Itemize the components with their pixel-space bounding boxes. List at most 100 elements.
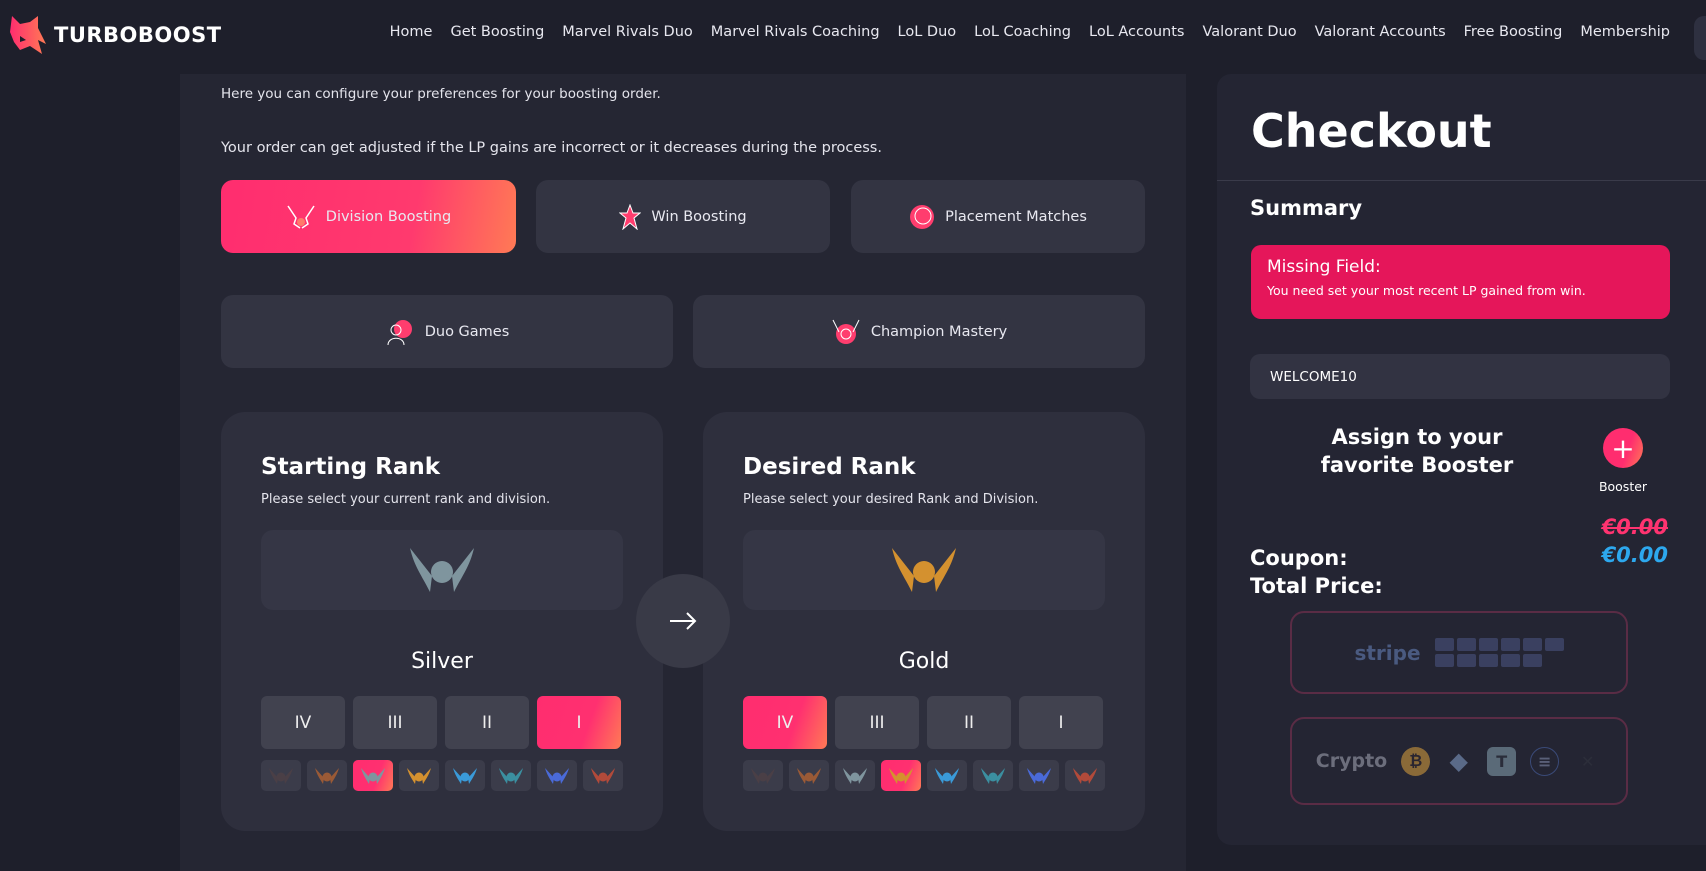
divider [1217, 180, 1706, 181]
eps-icon [1500, 638, 1520, 651]
tier-button[interactable] [1065, 760, 1105, 791]
brand-name: TURBOBOOST [54, 23, 222, 47]
tier-button[interactable] [789, 760, 829, 791]
service-division-boosting[interactable]: Division Boosting [221, 180, 516, 253]
tier-button[interactable] [973, 760, 1013, 791]
plus-icon: + [1611, 431, 1635, 465]
tier-emblem-icon [315, 767, 339, 784]
nav-free-boosting[interactable]: Free Boosting [1463, 24, 1563, 40]
tier-button[interactable] [835, 760, 875, 791]
service-label: Champion Mastery [870, 323, 1008, 340]
starting-rank-name: Silver [411, 649, 473, 674]
star-icon [619, 203, 642, 230]
service-placement-matches[interactable]: Placement Matches [851, 180, 1145, 253]
logo[interactable]: TURBOBOOST [8, 14, 222, 56]
mastercard-icon [1456, 638, 1476, 651]
nav-menu: Home Get Boosting Marvel Rivals Duo Marv… [390, 24, 1670, 40]
division-button-iii[interactable]: III [353, 696, 437, 749]
stripe-payment-option[interactable]: stripe [1290, 611, 1628, 694]
service-duo-games[interactable]: Duo Games [221, 295, 673, 368]
giropay-icon [1500, 654, 1520, 667]
tier-button[interactable] [261, 760, 301, 791]
nav-valorant-accounts[interactable]: Valorant Accounts [1314, 24, 1446, 40]
service-label: Division Boosting [325, 208, 452, 225]
placement-icon [910, 204, 935, 229]
tier-button[interactable] [445, 760, 485, 791]
division-button-i[interactable]: I [537, 696, 621, 749]
service-label: Placement Matches [945, 208, 1087, 225]
tier-button[interactable] [881, 760, 921, 791]
tier-emblem-icon [545, 767, 569, 784]
tier-emblem-icon [935, 767, 959, 784]
tier-button[interactable] [307, 760, 347, 791]
service-champion-mastery[interactable]: Champion Mastery [693, 295, 1145, 368]
amex-icon [1434, 654, 1454, 667]
nav-valorant-duo[interactable]: Valorant Duo [1202, 24, 1297, 40]
tier-emblem-icon [269, 767, 293, 784]
duo-icon [387, 319, 412, 345]
starting-tier-selector [261, 760, 623, 791]
tier-emblem-icon [591, 767, 615, 784]
tier-emblem-icon [1027, 767, 1051, 784]
total-price: €0.00 [1601, 543, 1668, 567]
coupon-input[interactable] [1250, 354, 1670, 399]
nav-home[interactable]: Home [389, 24, 433, 40]
nav-get-boosting[interactable]: Get Boosting [450, 24, 545, 40]
desired-rank-name: Gold [898, 649, 950, 674]
starting-rank-card: Starting Rank Please select your current… [221, 412, 663, 831]
nav-marvel-rivals-duo[interactable]: Marvel Rivals Duo [562, 24, 693, 40]
add-booster-button[interactable]: + [1603, 428, 1643, 468]
tier-emblem-icon [407, 767, 431, 784]
alert-title: Missing Field: [1267, 257, 1381, 277]
nav-lol-coaching[interactable]: LoL Coaching [974, 24, 1071, 40]
service-label: Duo Games [424, 323, 510, 340]
division-button-iii[interactable]: III [835, 696, 919, 749]
tier-button[interactable] [927, 760, 967, 791]
order-config-panel: Here you can configure your preferences … [180, 74, 1186, 871]
tier-emblem-icon [889, 767, 913, 784]
division-button-i[interactable]: I [1019, 696, 1103, 749]
tier-button[interactable] [399, 760, 439, 791]
bitcoin-icon: ₿ [1401, 746, 1431, 776]
sofort-icon [1478, 654, 1498, 667]
bancontact-icon [1522, 638, 1542, 651]
rank-arrow-button[interactable] [636, 574, 730, 668]
tier-emblem-icon [751, 767, 775, 784]
tier-button[interactable] [491, 760, 531, 791]
nav-membership[interactable]: Membership [1580, 24, 1670, 40]
division-button-iv[interactable]: IV [743, 696, 827, 749]
starting-rank-title: Starting Rank [261, 454, 441, 480]
division-button-ii[interactable]: II [927, 696, 1011, 749]
checkout-panel: Checkout Summary Missing Field: You need… [1217, 74, 1706, 845]
stripe-logo: stripe [1354, 640, 1421, 665]
ethereum-icon: ◆ [1449, 747, 1468, 775]
nav-lol-accounts[interactable]: LoL Accounts [1089, 24, 1185, 40]
rank-emblem-box [261, 530, 623, 610]
tier-emblem-icon [843, 767, 867, 784]
mastery-icon [832, 319, 860, 344]
tier-button[interactable] [1019, 760, 1059, 791]
tier-emblem-icon [499, 767, 523, 784]
checkout-title: Checkout [1251, 104, 1492, 158]
tier-button[interactable] [353, 760, 393, 791]
desired-rank-title: Desired Rank [743, 454, 916, 480]
tier-emblem-icon [1073, 767, 1097, 784]
tier-emblem-icon [797, 767, 821, 784]
header-button-partial[interactable] [1694, 16, 1706, 60]
crypto-label: Crypto [1315, 750, 1388, 772]
tier-emblem-icon [981, 767, 1005, 784]
tier-button[interactable] [537, 760, 577, 791]
division-button-iv[interactable]: IV [261, 696, 345, 749]
tier-button[interactable] [743, 760, 783, 791]
tether-icon: T [1487, 746, 1517, 776]
nav-marvel-rivals-coaching[interactable]: Marvel Rivals Coaching [710, 24, 880, 40]
service-win-boosting[interactable]: Win Boosting [536, 180, 830, 253]
crypto-payment-option[interactable]: Crypto ₿ ◆ T ≡ ✕ [1290, 717, 1628, 805]
division-button-ii[interactable]: II [445, 696, 529, 749]
intro-text: Here you can configure your preferences … [221, 86, 661, 102]
wings-icon [287, 205, 315, 229]
nav-lol-duo[interactable]: LoL Duo [897, 24, 957, 40]
tier-button[interactable] [583, 760, 623, 791]
starting-rank-subtitle: Please select your current rank and divi… [261, 492, 551, 507]
visa-icon [1434, 638, 1454, 651]
